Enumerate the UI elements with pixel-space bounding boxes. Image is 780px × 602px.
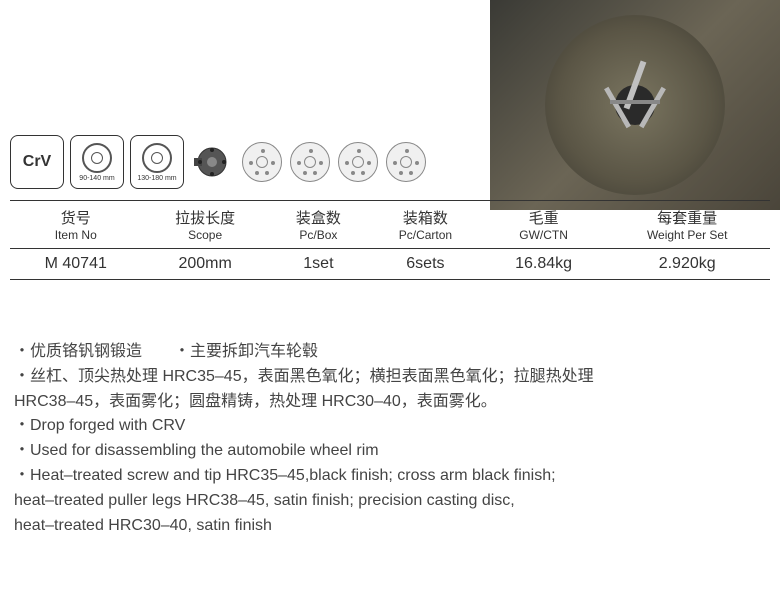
col-gw-ctn: 毛重GW/CTN <box>483 201 605 249</box>
col-item-no: 货号Item No <box>10 201 142 249</box>
desc-line-8: heat–treated HRC30–40, satin finish <box>14 514 766 539</box>
disc-icon-3 <box>338 142 378 182</box>
desc-line-6: ・Heat–treated screw and tip HRC35–45,bla… <box>14 464 766 489</box>
table-row: M 40741 200mm 1set 6sets 16.84kg 2.920kg <box>10 249 770 280</box>
cell-item-no: M 40741 <box>10 249 142 280</box>
product-photo <box>490 0 780 210</box>
disc-icon-1 <box>242 142 282 182</box>
desc-line-1: ・优质铬钒钢锻造 ・主要拆卸汽车轮毂 <box>14 340 766 365</box>
col-weight-set: 每套重量Weight Per Set <box>604 201 770 249</box>
brake-drum-image <box>545 15 725 195</box>
col-pc-box: 装盒数Pc/Box <box>269 201 368 249</box>
range-badge-1: 90-140 mm <box>70 135 124 189</box>
hub-assembly-icon <box>190 140 234 184</box>
cell-scope: 200mm <box>142 249 269 280</box>
desc-line-3: HRC38–45，表面雾化；圆盘精铸，热处理 HRC30–40，表面雾化。 <box>14 390 766 415</box>
desc-line-2: ・丝杠、顶尖热处理 HRC35–45，表面黑色氧化；横担表面黑色氧化；拉腿热处理 <box>14 365 766 390</box>
component-icons <box>190 140 426 184</box>
disc-icon-2 <box>290 142 330 182</box>
badge-row: CrV 90-140 mm 130-180 mm <box>10 135 426 189</box>
desc-line-4: ・Drop forged with CRV <box>14 414 766 439</box>
range-badge-2: 130-180 mm <box>130 135 184 189</box>
disc-icon-4 <box>386 142 426 182</box>
cell-pc-box: 1set <box>269 249 368 280</box>
desc-line-5: ・Used for disassembling the automobile w… <box>14 439 766 464</box>
cell-pc-carton: 6sets <box>368 249 483 280</box>
table-header-row: 货号Item No 拉拔长度Scope 装盒数Pc/Box 装箱数Pc/Cart… <box>10 201 770 249</box>
puller-tool <box>585 70 685 140</box>
range-1-label: 90-140 mm <box>79 175 114 182</box>
desc-line-7: heat–treated puller legs HRC38–45, satin… <box>14 489 766 514</box>
col-scope: 拉拔长度Scope <box>142 201 269 249</box>
description-block: ・优质铬钒钢锻造 ・主要拆卸汽车轮毂 ・丝杠、顶尖热处理 HRC35–45，表面… <box>14 340 766 538</box>
cell-weight-set: 2.920kg <box>604 249 770 280</box>
crv-badge: CrV <box>10 135 64 189</box>
spec-table: 货号Item No 拉拔长度Scope 装盒数Pc/Box 装箱数Pc/Cart… <box>10 200 770 280</box>
col-pc-carton: 装箱数Pc/Carton <box>368 201 483 249</box>
range-2-label: 130-180 mm <box>137 175 176 182</box>
cell-gw-ctn: 16.84kg <box>483 249 605 280</box>
